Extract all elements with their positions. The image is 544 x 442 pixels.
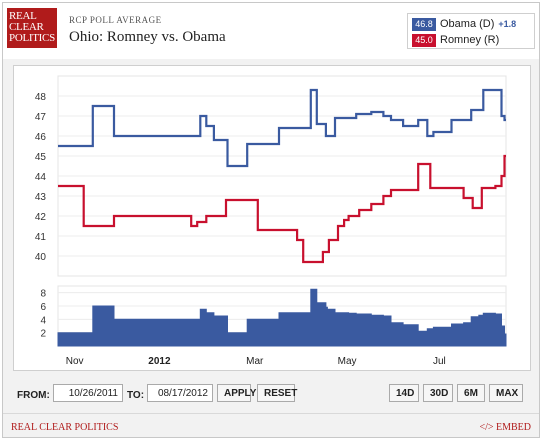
sub-y-tick-label: 4 — [40, 315, 46, 326]
range-30d-button[interactable]: 30D — [423, 384, 453, 402]
range-14d-button[interactable]: 14D — [389, 384, 419, 402]
y-tick-label: 46 — [35, 132, 47, 143]
x-tick-label: May — [338, 356, 357, 367]
header: REAL CLEAR POLITICS RCP POLL AVERAGE Ohi… — [3, 3, 539, 59]
sub-y-tick-label: 2 — [40, 329, 46, 340]
sub-y-tick-label: 8 — [40, 289, 46, 300]
logo-line-3: POLITICS — [9, 32, 55, 44]
legend: 46.8 Obama (D) +1.8 45.0 Romney (R) — [407, 13, 535, 49]
chart-title: Ohio: Romney vs. Obama — [69, 29, 226, 45]
series-line-romney — [58, 154, 506, 264]
legend-label-romney: Romney (R) — [440, 34, 500, 46]
x-tick-label: 2012 — [148, 356, 171, 367]
to-label: TO: — [127, 390, 145, 401]
navigator-area-obama — [57, 288, 507, 347]
chart-panel: 40 41 42 43 44 45 46 47 48 2 4 6 8 Nov 2012 Mar May Jul — [13, 65, 531, 371]
y-tick-label: 40 — [35, 252, 47, 263]
legend-item-obama: 46.8 Obama (D) +1.8 — [412, 17, 516, 31]
sub-y-tick-label: 6 — [40, 302, 46, 313]
logo-line-1: REAL — [9, 10, 37, 22]
to-date-input[interactable] — [147, 384, 213, 402]
legend-value-romney: 45.0 — [412, 33, 436, 47]
y-tick-label: 48 — [35, 92, 47, 103]
from-label: FROM: — [17, 390, 50, 401]
logo-line-2: CLEAR — [9, 21, 44, 33]
legend-value-obama: 46.8 — [412, 17, 436, 31]
range-6m-button[interactable]: 6M — [457, 384, 485, 402]
y-tick-label: 47 — [35, 112, 47, 123]
range-max-button[interactable]: MAX — [489, 384, 523, 402]
date-range-controls: FROM: TO: APPLY RESET 14D 30D 6M MAX — [13, 379, 531, 409]
y-tick-label: 42 — [35, 212, 47, 223]
footer: REAL CLEAR POLITICS </> EMBED — [3, 413, 539, 438]
widget-frame: REAL CLEAR POLITICS RCP POLL AVERAGE Ohi… — [2, 2, 540, 438]
apply-button[interactable]: APPLY — [217, 384, 256, 402]
footer-brand-link[interactable]: REAL CLEAR POLITICS — [11, 422, 119, 433]
legend-label-obama: Obama (D) — [440, 18, 495, 30]
x-tick-label: Mar — [246, 356, 264, 367]
chart-subtitle: RCP POLL AVERAGE — [69, 15, 162, 25]
series-line-obama — [58, 88, 506, 168]
rcp-logo[interactable]: REAL CLEAR POLITICS — [7, 8, 57, 48]
legend-item-romney: 45.0 Romney (R) — [412, 33, 499, 47]
x-tick-label: Jul — [433, 356, 446, 367]
reset-button[interactable]: RESET — [257, 384, 297, 402]
legend-change-obama: +1.8 — [498, 19, 517, 29]
y-tick-label: 45 — [35, 152, 47, 163]
y-tick-label: 44 — [35, 172, 47, 183]
y-tick-label: 43 — [35, 192, 47, 203]
embed-link[interactable]: </> EMBED — [479, 422, 531, 433]
x-tick-label: Nov — [66, 356, 84, 367]
from-date-input[interactable] — [53, 384, 123, 402]
y-tick-label: 41 — [35, 232, 47, 243]
